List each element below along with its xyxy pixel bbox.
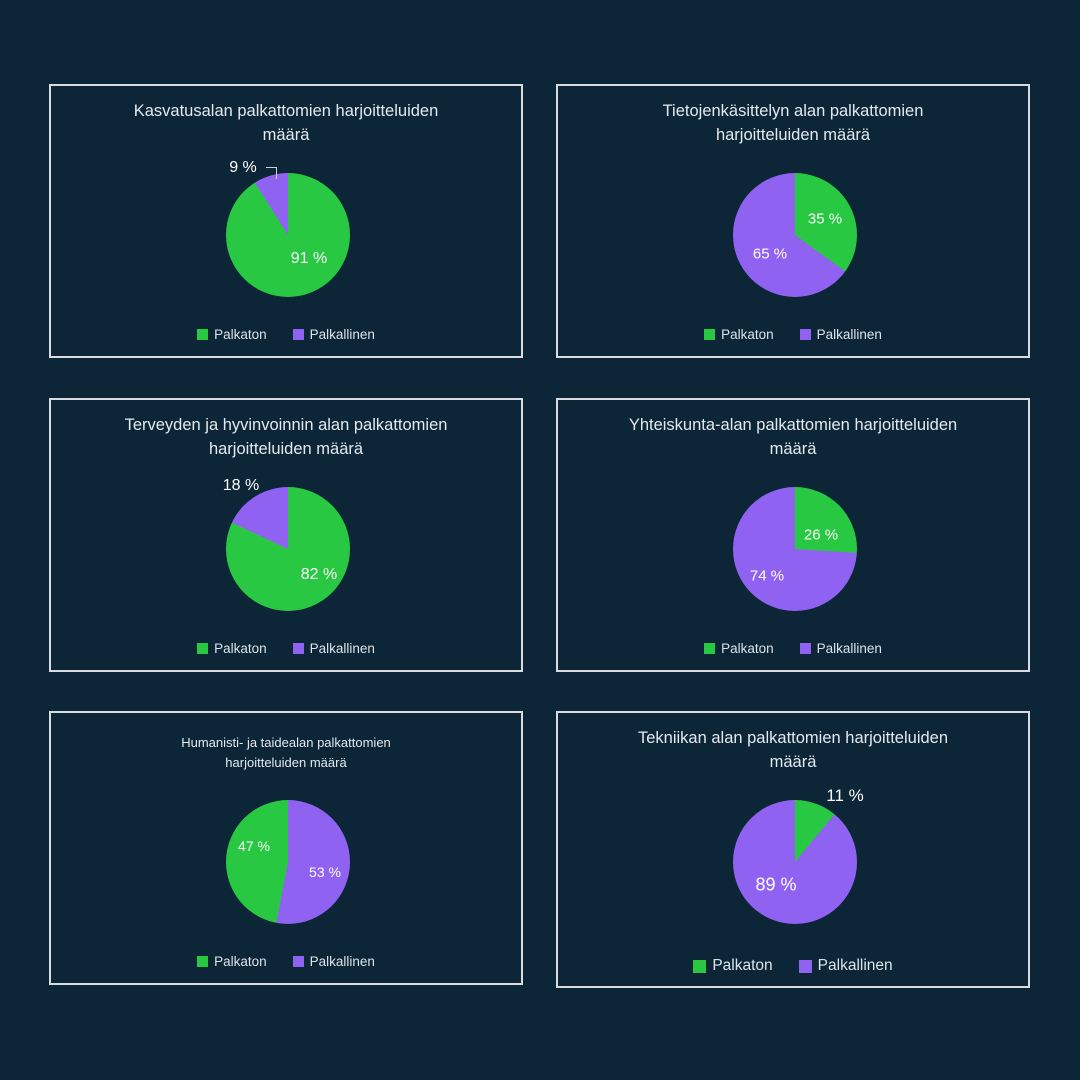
- chart-title: Kasvatusalan palkattomien harjoitteluide…: [133, 102, 439, 144]
- legend-label-palkaton: Palkaton: [721, 641, 774, 656]
- legend-item-palkaton: Palkaton: [693, 957, 773, 975]
- legend: Palkaton Palkallinen: [558, 327, 1028, 342]
- legend-label-palkallinen: Palkallinen: [816, 327, 882, 342]
- legend: Palkaton Palkallinen: [51, 954, 521, 969]
- legend-swatch-palkaton: [704, 643, 716, 654]
- chart-panel-terveys-hyvinvointi: Terveyden ja hyvinvoinnin alan palkattom…: [49, 398, 523, 672]
- slice-label-palkallinen: 53 %: [309, 864, 341, 880]
- legend-swatch-palkaton: [693, 959, 707, 973]
- legend-swatch-palkallinen: [798, 959, 812, 973]
- legend-item-palkaton: Palkaton: [704, 641, 774, 656]
- chart-title: Tietojenkäsittelyn alan palkattomien har…: [662, 102, 924, 144]
- legend: Palkaton Palkallinen: [51, 641, 521, 656]
- pie-chart: [733, 173, 857, 297]
- chart-title: Yhteiskunta-alan palkattomien harjoittel…: [628, 416, 958, 458]
- slice-label-palkaton: 91 %: [290, 250, 328, 267]
- legend-swatch-palkaton: [704, 329, 716, 340]
- legend-swatch-palkaton: [197, 643, 209, 654]
- slice-label-palkallinen: 9 %: [229, 159, 257, 176]
- pie-chart: [226, 487, 350, 611]
- slice-label-palkaton: 82 %: [300, 566, 338, 583]
- legend-item-palkallinen: Palkallinen: [292, 327, 375, 342]
- chart-panel-tekniikan-ala: Tekniikan alan palkattomien harjoittelui…: [556, 711, 1030, 988]
- legend-swatch-palkallinen: [292, 643, 304, 654]
- slice-label-palkallinen: 18 %: [222, 477, 260, 494]
- slice-label-palkallinen: 65 %: [752, 245, 788, 263]
- legend-label-palkaton: Palkaton: [214, 641, 267, 656]
- legend-item-palkaton: Palkaton: [197, 641, 267, 656]
- legend-item-palkaton: Palkaton: [197, 327, 267, 342]
- chart-title: Terveyden ja hyvinvoinnin alan palkattom…: [124, 416, 448, 458]
- legend-swatch-palkallinen: [292, 329, 304, 340]
- slice-label-palkaton: 26 %: [803, 526, 839, 544]
- legend-swatch-palkallinen: [799, 643, 811, 654]
- slice-label-palkaton: 11 %: [826, 786, 864, 805]
- legend-label-palkallinen: Palkallinen: [309, 327, 375, 342]
- pie-chart: [733, 800, 857, 924]
- legend-label-palkaton: Palkaton: [214, 954, 267, 969]
- slice-label-palkallinen: 74 %: [749, 567, 785, 585]
- legend: Palkaton Palkallinen: [558, 957, 1028, 975]
- legend-swatch-palkallinen: [292, 956, 304, 967]
- legend-item-palkallinen: Palkallinen: [799, 327, 882, 342]
- chart-title: Humanisti- ja taidealan palkattomien har…: [181, 735, 391, 770]
- legend-label-palkallinen: Palkallinen: [309, 954, 375, 969]
- chart-panel-kasvatusala: Kasvatusalan palkattomien harjoitteluide…: [49, 84, 523, 358]
- slice-label-palkallinen: 89 %: [755, 874, 797, 895]
- chart-panel-humanisti-taideala: Humanisti- ja taidealan palkattomien har…: [49, 711, 523, 985]
- chart-title: Tekniikan alan palkattomien harjoittelui…: [637, 729, 949, 771]
- pie-chart: [226, 800, 350, 924]
- legend-item-palkallinen: Palkallinen: [799, 641, 882, 656]
- legend-swatch-palkaton: [197, 956, 209, 967]
- legend-item-palkaton: Palkaton: [197, 954, 267, 969]
- legend-swatch-palkaton: [197, 329, 209, 340]
- legend-label-palkaton: Palkaton: [712, 957, 773, 974]
- legend-label-palkaton: Palkaton: [214, 327, 267, 342]
- legend-label-palkallinen: Palkallinen: [817, 957, 893, 974]
- chart-panel-tietojenkasittely: Tietojenkäsittelyn alan palkattomien har…: [556, 84, 1030, 358]
- pie-chart: [226, 173, 350, 297]
- legend-label-palkaton: Palkaton: [721, 327, 774, 342]
- legend: Palkaton Palkallinen: [51, 327, 521, 342]
- legend-item-palkaton: Palkaton: [704, 327, 774, 342]
- legend-label-palkallinen: Palkallinen: [816, 641, 882, 656]
- legend-item-palkallinen: Palkallinen: [798, 957, 893, 975]
- slice-label-palkaton: 35 %: [807, 210, 843, 228]
- label-leader-line: [266, 167, 277, 179]
- legend-item-palkallinen: Palkallinen: [292, 954, 375, 969]
- legend-item-palkallinen: Palkallinen: [292, 641, 375, 656]
- legend-swatch-palkallinen: [799, 329, 811, 340]
- chart-panel-yhteiskunta-ala: Yhteiskunta-alan palkattomien harjoittel…: [556, 398, 1030, 672]
- pie-chart: [733, 487, 857, 611]
- legend: Palkaton Palkallinen: [558, 641, 1028, 656]
- legend-label-palkallinen: Palkallinen: [309, 641, 375, 656]
- slice-label-palkaton: 47 %: [238, 838, 270, 854]
